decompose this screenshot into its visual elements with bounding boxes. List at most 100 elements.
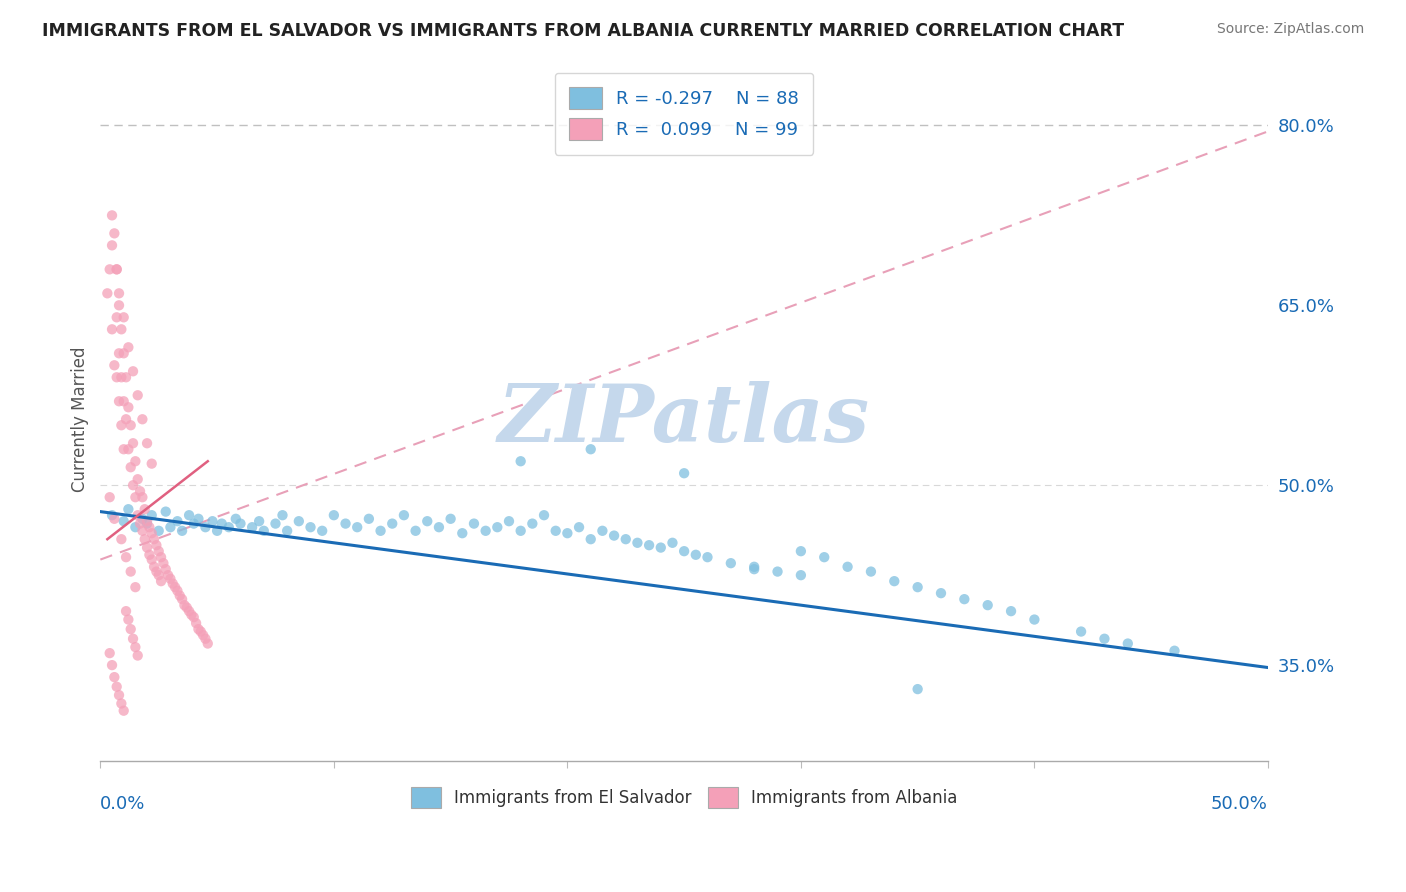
Point	[124, 520, 146, 534]
Point	[696, 550, 718, 565]
Point	[673, 467, 696, 481]
Point	[685, 548, 707, 562]
Point	[148, 544, 170, 558]
Point	[105, 262, 128, 277]
Point	[110, 532, 132, 546]
Point	[1024, 613, 1046, 627]
Point	[141, 457, 163, 471]
Point	[110, 370, 132, 384]
Point	[105, 310, 128, 325]
Point	[311, 524, 333, 538]
Point	[136, 516, 159, 531]
Point	[138, 548, 160, 562]
Point	[673, 544, 696, 558]
Point	[451, 526, 474, 541]
Point	[103, 359, 125, 373]
Text: IMMIGRANTS FROM EL SALVADOR VS IMMIGRANTS FROM ALBANIA CURRENTLY MARRIED CORRELA: IMMIGRANTS FROM EL SALVADOR VS IMMIGRANT…	[42, 22, 1125, 40]
Point	[197, 636, 219, 650]
Point	[122, 478, 145, 492]
Point	[907, 580, 929, 594]
Point	[591, 524, 613, 538]
Point	[638, 538, 661, 552]
Point	[112, 442, 135, 457]
Point	[129, 516, 152, 531]
Point	[103, 670, 125, 684]
Text: 50.0%: 50.0%	[1211, 795, 1268, 813]
Point	[108, 394, 131, 409]
Point	[271, 508, 294, 523]
Point	[127, 472, 149, 486]
Point	[661, 536, 683, 550]
Point	[159, 520, 181, 534]
Point	[790, 568, 813, 582]
Point	[115, 604, 138, 618]
Point	[225, 512, 247, 526]
Point	[112, 394, 135, 409]
Point	[486, 520, 509, 534]
Point	[101, 208, 124, 222]
Point	[335, 516, 357, 531]
Point	[101, 658, 124, 673]
Point	[115, 412, 138, 426]
Point	[191, 628, 214, 642]
Point	[211, 516, 233, 531]
Point	[166, 583, 188, 598]
Point	[162, 576, 184, 591]
Point	[1116, 636, 1139, 650]
Point	[108, 346, 131, 360]
Point	[127, 508, 149, 523]
Point	[187, 512, 209, 526]
Point	[247, 514, 270, 528]
Point	[463, 516, 485, 531]
Point	[439, 512, 461, 526]
Point	[579, 442, 602, 457]
Text: Source: ZipAtlas.com: Source: ZipAtlas.com	[1216, 22, 1364, 37]
Point	[131, 412, 153, 426]
Point	[98, 646, 121, 660]
Point	[509, 454, 531, 468]
Point	[929, 586, 952, 600]
Point	[859, 565, 882, 579]
Point	[145, 538, 167, 552]
Point	[405, 524, 427, 538]
Y-axis label: Currently Married: Currently Married	[72, 346, 89, 492]
Point	[790, 544, 813, 558]
Point	[579, 532, 602, 546]
Point	[112, 514, 135, 528]
Point	[101, 322, 124, 336]
Point	[180, 607, 202, 622]
Point	[187, 622, 209, 636]
Point	[124, 454, 146, 468]
Point	[98, 262, 121, 277]
Point	[1094, 632, 1116, 646]
Point	[152, 556, 174, 570]
Point	[96, 286, 118, 301]
Point	[141, 508, 163, 523]
Point	[165, 580, 187, 594]
Point	[136, 514, 159, 528]
Point	[837, 559, 859, 574]
Point	[131, 524, 153, 538]
Point	[1070, 624, 1092, 639]
Point	[264, 516, 287, 531]
Point	[276, 524, 298, 538]
Point	[240, 520, 263, 534]
Point	[322, 508, 344, 523]
Point	[115, 370, 138, 384]
Point	[117, 340, 139, 354]
Point	[953, 592, 976, 607]
Point	[122, 364, 145, 378]
Legend: Immigrants from El Salvador, Immigrants from Albania: Immigrants from El Salvador, Immigrants …	[404, 780, 965, 814]
Point	[299, 520, 322, 534]
Point	[134, 532, 156, 546]
Point	[533, 508, 555, 523]
Point	[183, 516, 205, 531]
Point	[105, 680, 128, 694]
Point	[742, 562, 765, 576]
Point	[194, 520, 217, 534]
Point	[105, 262, 128, 277]
Point	[381, 516, 404, 531]
Text: 0.0%: 0.0%	[100, 795, 146, 813]
Point	[205, 524, 228, 538]
Point	[112, 704, 135, 718]
